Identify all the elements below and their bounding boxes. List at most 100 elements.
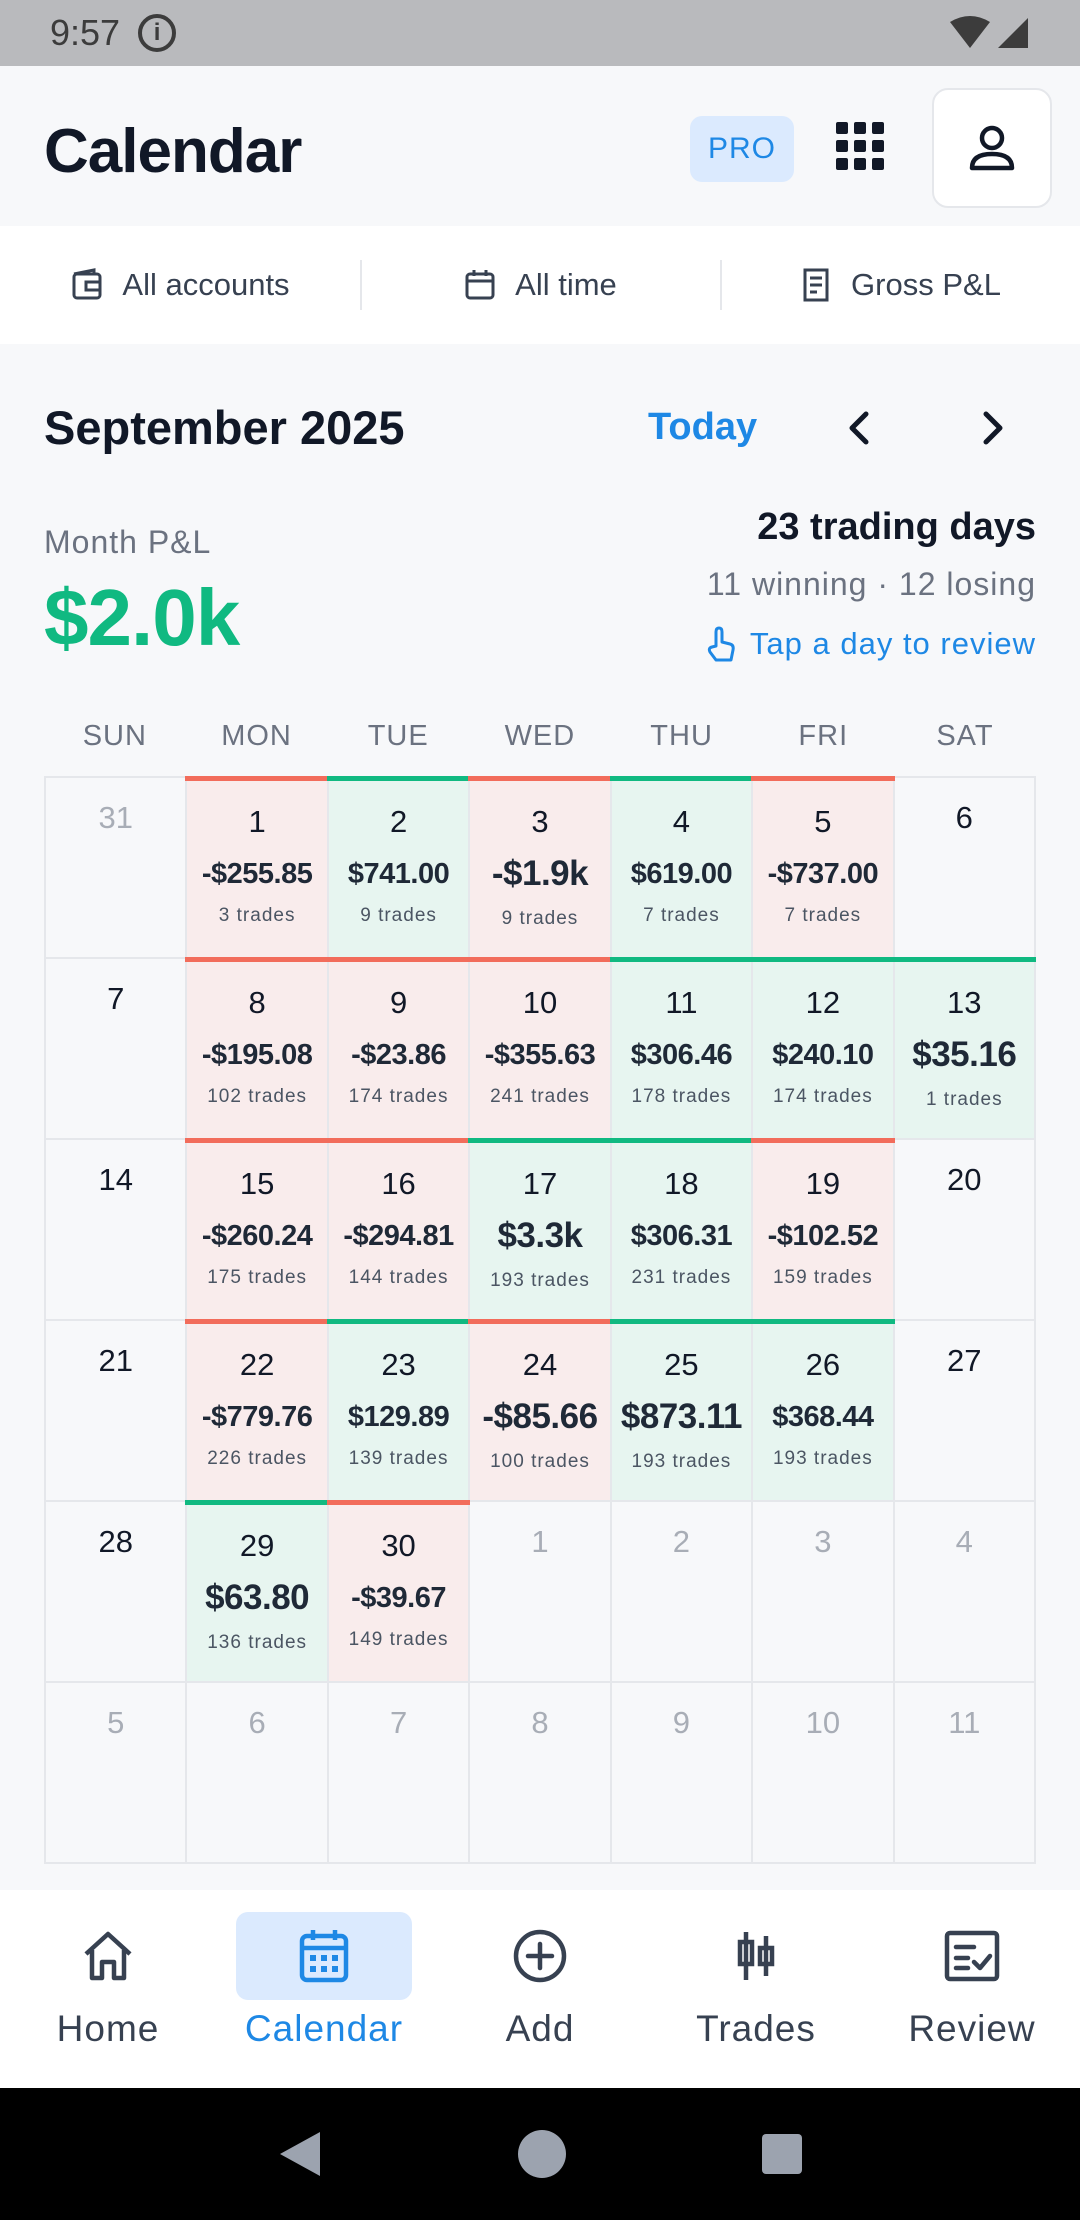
day-trade-count: 175 trades (207, 1267, 308, 1288)
day-number: 23 (381, 1347, 416, 1382)
calendar-day-cell[interactable]: 25 $873.11 193 trades (609, 1319, 754, 1502)
nav-trades[interactable]: Trades (648, 1890, 864, 2088)
day-number: 11 (665, 985, 698, 1020)
calendar-day-cell: 10 (753, 1683, 895, 1864)
calendar-day-cell[interactable]: 14 (46, 1140, 188, 1321)
home-circle-icon[interactable] (516, 2128, 568, 2180)
calendar-day-cell[interactable]: 6 (894, 778, 1036, 959)
tap-finger-icon (707, 626, 735, 662)
day-pnl: -$195.08 (201, 1039, 313, 1071)
day-trade-count: 178 trades (631, 1086, 732, 1107)
day-pnl: -$355.63 (484, 1039, 596, 1071)
filter-time[interactable]: All time (360, 226, 720, 344)
status-icons (950, 16, 1030, 50)
calendar-day-cell[interactable]: 8 -$195.08 102 trades (185, 957, 330, 1140)
calendar-day-cell[interactable]: 4 $619.00 7 trades (609, 776, 754, 959)
calendar-day-cell[interactable]: 1 -$255.85 3 trades (185, 776, 330, 959)
day-number: 4 (955, 1524, 973, 1559)
back-icon[interactable] (276, 2128, 324, 2180)
chevron-left-icon[interactable] (840, 406, 880, 450)
weekday-label: THU (650, 720, 713, 752)
calendar-day-cell[interactable]: 15 -$260.24 175 trades (185, 1138, 330, 1321)
filter-pnl-type[interactable]: Gross P&L (720, 226, 1080, 344)
recents-icon[interactable] (760, 2132, 804, 2176)
nav-trades-label: Trades (696, 2008, 816, 2049)
day-trade-count: 193 trades (490, 1270, 590, 1291)
day-trade-count: 100 trades (490, 1451, 590, 1472)
day-number: 7 (389, 1705, 408, 1740)
day-number: 27 (947, 1343, 982, 1378)
calendar-day-cell[interactable]: 7 (46, 959, 188, 1140)
day-number: 15 (239, 1166, 275, 1201)
calendar-day-cell[interactable]: 3 -$1.9k 9 trades (468, 776, 613, 959)
home-icon (84, 1931, 132, 1981)
day-pnl: -$255.85 (201, 858, 313, 890)
nav-add[interactable]: Add (432, 1890, 648, 2088)
day-pnl: $741.00 (347, 858, 450, 890)
calendar-day-cell[interactable]: 18 $306.31 231 trades (609, 1138, 754, 1321)
apps-grid-icon[interactable] (836, 122, 884, 170)
day-trade-count: 241 trades (490, 1086, 590, 1107)
month-title: September 2025 (44, 401, 405, 454)
calendar-icon (299, 1930, 349, 1983)
review-checklist-icon (944, 1930, 1000, 1982)
calendar-day-cell[interactable]: 19 -$102.52 159 trades (751, 1138, 895, 1321)
day-number: 4 (672, 804, 691, 839)
day-number: 9 (389, 985, 408, 1020)
calendar-day-cell[interactable]: 30 -$39.67 149 trades (326, 1500, 471, 1683)
calendar-day-cell[interactable]: 23 $129.89 139 trades (326, 1319, 471, 1502)
day-number: 5 (814, 804, 832, 839)
day-pnl: $873.11 (620, 1397, 743, 1436)
day-number: 7 (107, 981, 125, 1016)
day-number: 13 (947, 985, 982, 1020)
info-icon: i (138, 14, 177, 52)
calendar-day-cell[interactable]: 16 -$294.81 144 trades (326, 1138, 471, 1321)
filter-time-label: All time (515, 267, 617, 302)
day-trade-count: 7 trades (643, 905, 720, 926)
day-pnl: $129.89 (347, 1401, 450, 1433)
day-number: 25 (664, 1347, 699, 1382)
calendar-day-cell[interactable]: 17 $3.3k 193 trades (468, 1138, 613, 1321)
calendar-day-cell[interactable]: 28 (46, 1502, 188, 1683)
profile-button[interactable] (932, 88, 1052, 208)
pro-badge[interactable]: PRO (690, 116, 794, 182)
today-button[interactable]: Today (648, 406, 758, 448)
calendar-day-cell[interactable]: 9 -$23.86 174 trades (326, 957, 471, 1140)
calendar-day-cell[interactable]: 27 (894, 1321, 1036, 1502)
filter-accounts[interactable]: All accounts (0, 226, 360, 344)
weekday-label: MON (221, 720, 292, 752)
calendar-day-cell[interactable]: 24 -$85.66 100 trades (468, 1319, 613, 1502)
calendar-day-cell: 8 (470, 1683, 612, 1864)
add-circle-icon (513, 1929, 567, 1983)
day-pnl: $619.00 (630, 858, 733, 890)
user-icon (969, 125, 1015, 171)
day-pnl: -$737.00 (767, 858, 879, 890)
calendar-day-cell[interactable]: 10 -$355.63 241 trades (468, 957, 613, 1140)
calendar-day-cell[interactable]: 20 (894, 1140, 1036, 1321)
calendar-day-cell[interactable]: 11 $306.46 178 trades (609, 957, 754, 1140)
calendar-day-cell: 4 (894, 1502, 1036, 1683)
calendar-day-cell[interactable]: 12 $240.10 174 trades (751, 957, 895, 1140)
calendar-day-cell[interactable]: 29 $63.80 136 trades (185, 1500, 330, 1683)
nav-review[interactable]: Review (864, 1890, 1080, 2088)
nav-calendar[interactable]: Calendar (216, 1890, 432, 2088)
day-pnl: -$260.24 (201, 1220, 313, 1252)
calendar-day-cell[interactable]: 5 -$737.00 7 trades (751, 776, 895, 959)
day-number: 10 (805, 1705, 841, 1740)
nav-home[interactable]: Home (0, 1890, 216, 2088)
calendar-day-cell[interactable]: 21 (46, 1321, 188, 1502)
day-trade-count: 9 trades (501, 908, 579, 929)
chevron-right-icon[interactable] (972, 406, 1012, 450)
day-number: 12 (805, 985, 841, 1020)
wifi-icon (950, 16, 990, 48)
calendar-day-cell[interactable]: 13 $35.16 1 trades (892, 957, 1037, 1140)
day-pnl: $306.46 (630, 1039, 733, 1071)
calendar-day-cell: 3 (753, 1502, 895, 1683)
day-pnl: -$102.52 (767, 1220, 879, 1252)
day-number: 29 (239, 1528, 275, 1563)
day-trade-count: 174 trades (348, 1086, 449, 1107)
calendar-day-cell[interactable]: 26 $368.44 193 trades (751, 1319, 895, 1502)
calendar-day-cell: 1 (470, 1502, 612, 1683)
calendar-day-cell[interactable]: 2 $741.00 9 trades (326, 776, 471, 959)
calendar-day-cell[interactable]: 22 -$779.76 226 trades (185, 1319, 330, 1502)
